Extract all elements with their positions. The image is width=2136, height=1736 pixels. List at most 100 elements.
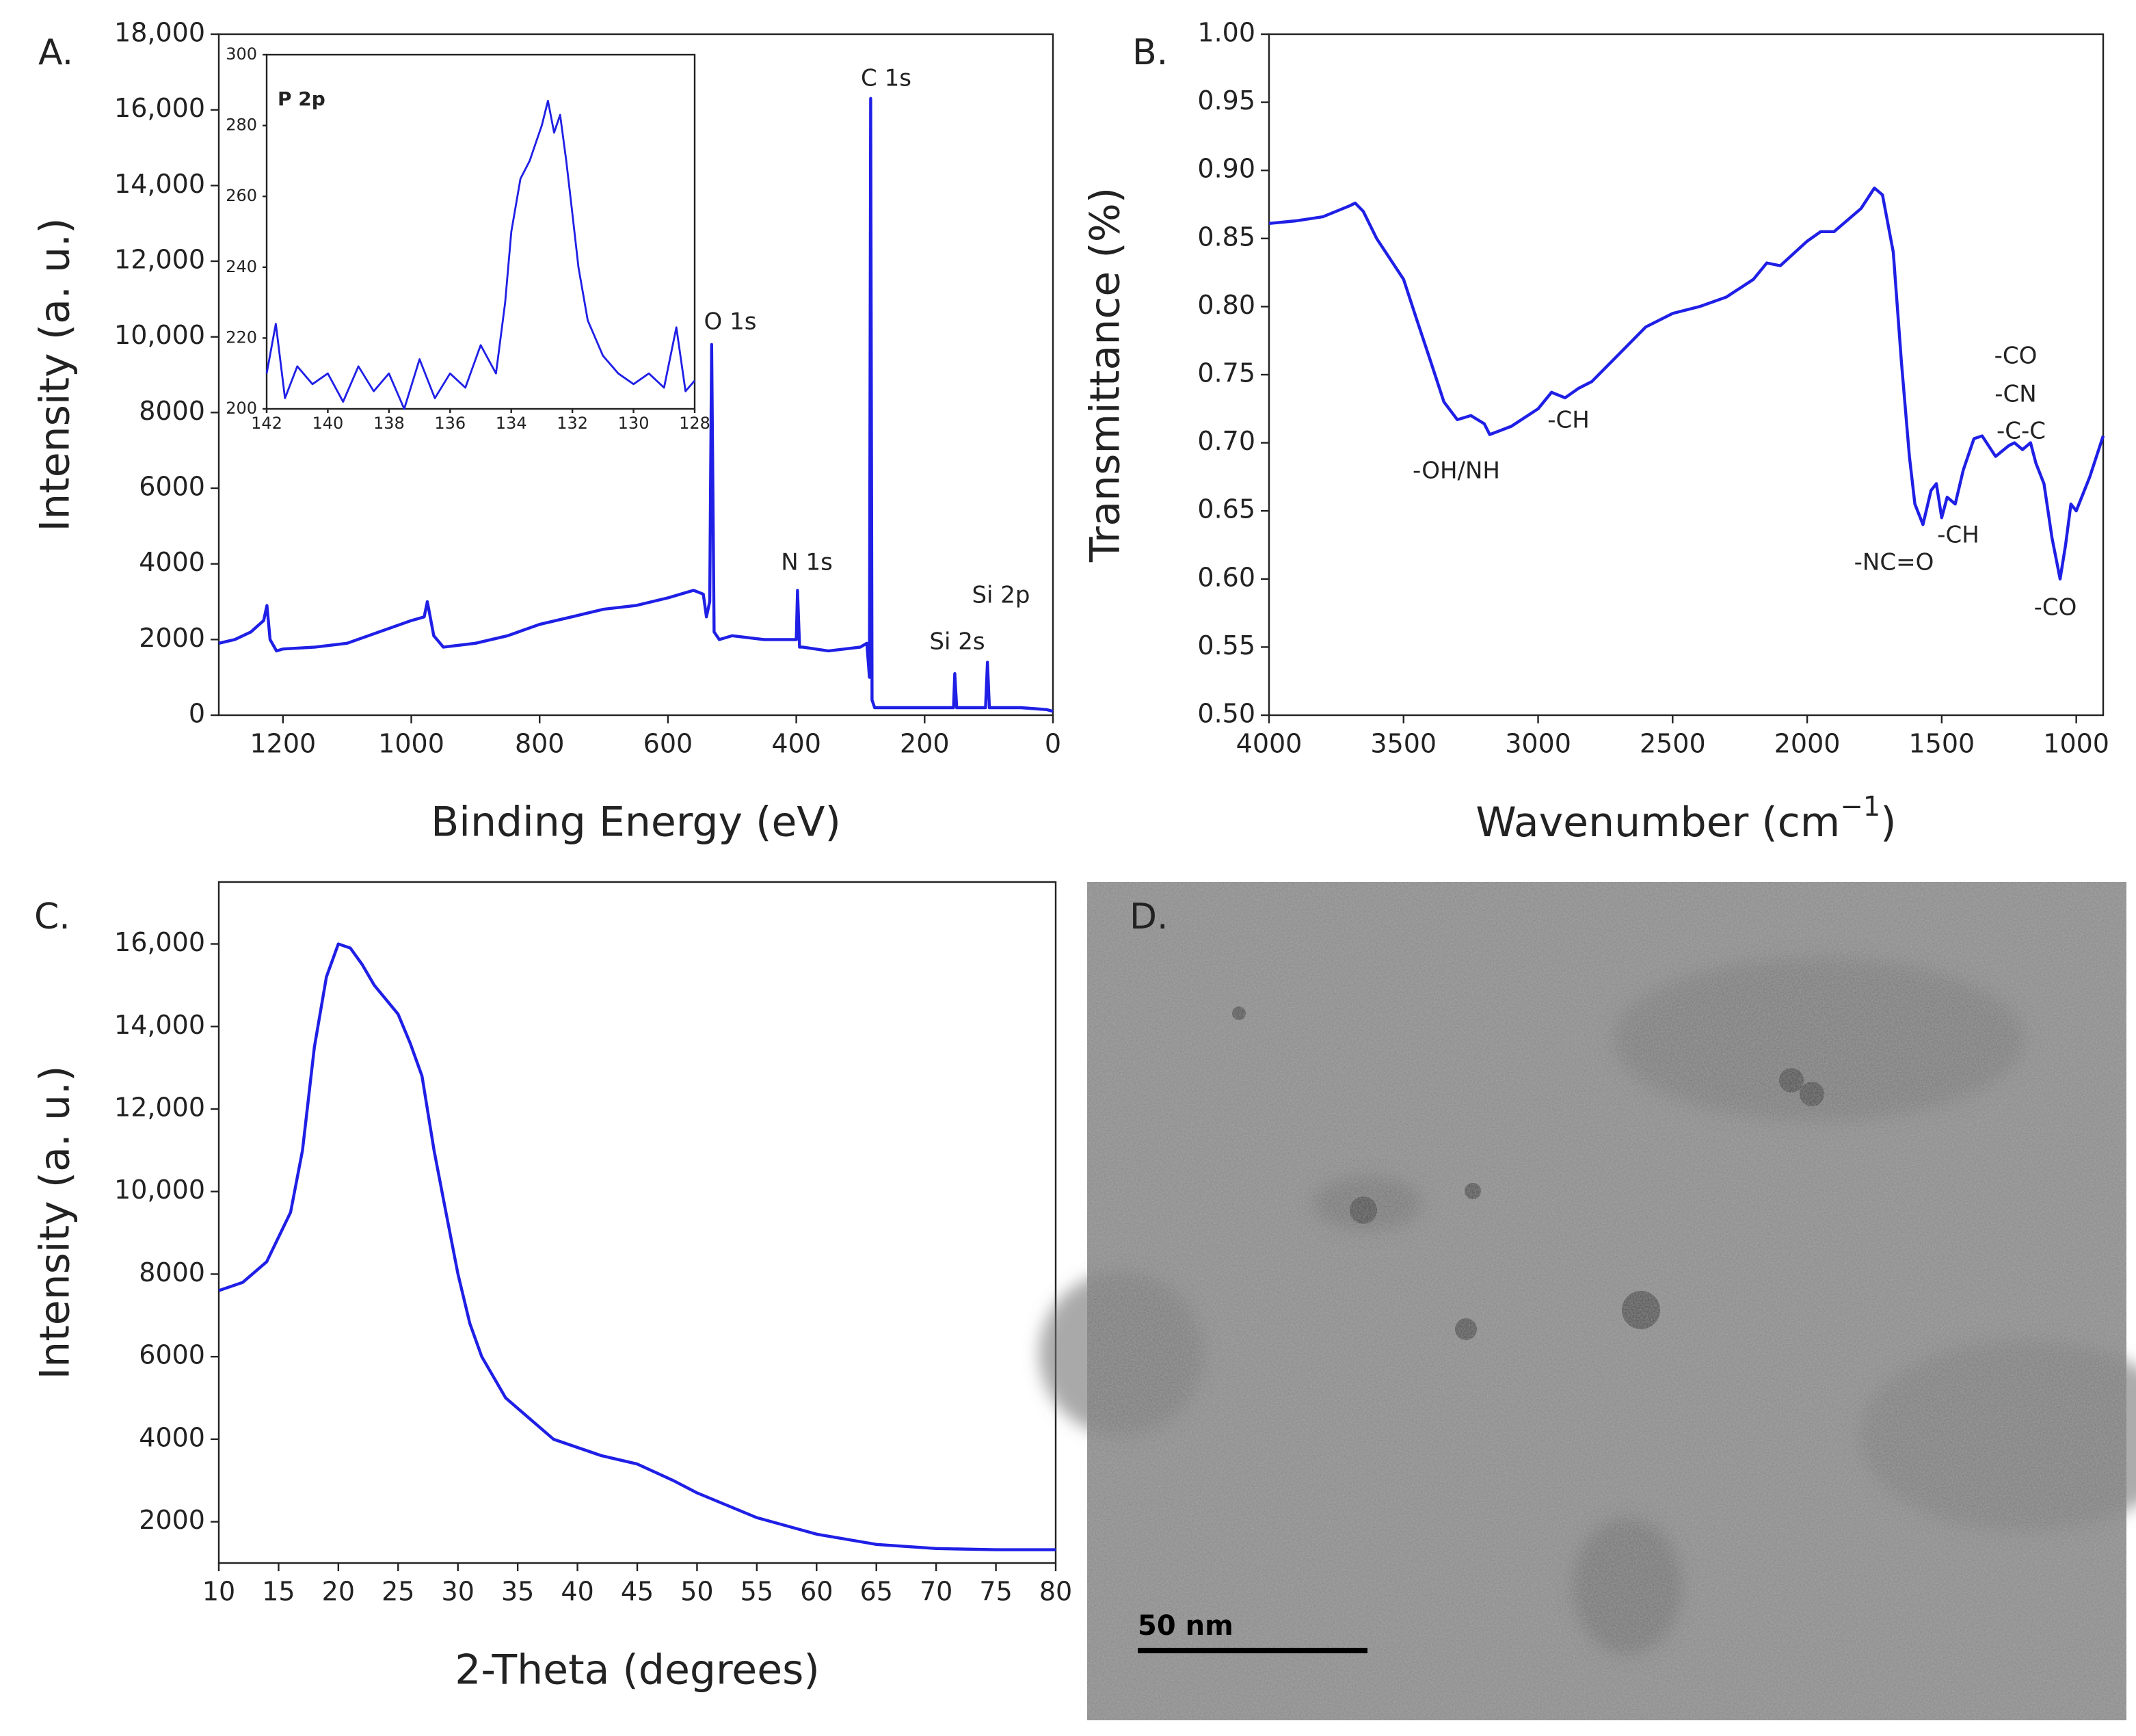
y-tick-label: 0.50 xyxy=(1197,699,1255,729)
x-tick-label: 15 xyxy=(262,1577,295,1607)
x-tick-label: 35 xyxy=(501,1577,534,1607)
y-tick-label: 6000 xyxy=(139,1340,205,1370)
y-tick-label: 8000 xyxy=(139,1257,205,1287)
y-tick-label: 10,000 xyxy=(114,320,205,350)
y-tick-label: 12,000 xyxy=(114,245,205,275)
y-tick-label: 2000 xyxy=(139,623,205,653)
inset-title: P 2p xyxy=(278,88,325,110)
y-tick-label: 18,000 xyxy=(114,18,205,48)
x-tick-label: 3500 xyxy=(1370,729,1437,759)
x-tick-label: 45 xyxy=(621,1577,654,1607)
x-tick-label: 142 xyxy=(251,414,282,433)
y-tick-label: 2000 xyxy=(139,1505,205,1535)
y-tick-label: 14,000 xyxy=(114,1010,205,1040)
y-tick-label: 12,000 xyxy=(114,1093,205,1123)
x-tick-label: 1500 xyxy=(1909,729,1975,759)
y-tick-label: 0.55 xyxy=(1197,630,1255,660)
x-tick-label: 70 xyxy=(920,1577,952,1607)
x-tick-label: 138 xyxy=(373,414,405,433)
x-tick-label: 20 xyxy=(322,1577,355,1607)
y-tick-label: 280 xyxy=(226,116,257,135)
x-tick-label: 40 xyxy=(561,1577,593,1607)
x-tick-label: 75 xyxy=(979,1577,1012,1607)
data-line xyxy=(265,100,696,410)
x-axis-label-sup: −1 xyxy=(1840,791,1880,823)
x-tick-label: 55 xyxy=(740,1577,773,1607)
y-tick-label: 0.95 xyxy=(1197,85,1255,116)
peak-annotation: -C-C xyxy=(1997,418,2046,445)
x-tick-label: 134 xyxy=(496,414,527,433)
x-axis-label-tail: ) xyxy=(1880,799,1896,846)
x-axis-label-text: Wavenumber (cm xyxy=(1476,799,1840,846)
x-tick-label: 1000 xyxy=(378,729,444,759)
x-tick-label: 25 xyxy=(382,1577,414,1607)
y-axis-label: Intensity (a. u.) xyxy=(31,1065,79,1379)
y-tick-label: 220 xyxy=(226,328,257,347)
y-tick-label: 6000 xyxy=(139,472,205,502)
data-line xyxy=(218,96,1054,713)
y-tick-label: 1.00 xyxy=(1197,18,1255,48)
y-tick-label: 0.90 xyxy=(1197,154,1255,184)
x-axis-label: Binding Energy (eV) xyxy=(431,799,841,846)
y-tick-label: 0.75 xyxy=(1197,358,1255,388)
plot-frame xyxy=(217,881,1057,1564)
y-tick-label: 16,000 xyxy=(114,93,205,123)
y-tick-label: 240 xyxy=(226,257,257,276)
data-line xyxy=(218,942,1056,1551)
peak-annotation: N 1s xyxy=(781,549,833,576)
panel-label: C. xyxy=(34,896,70,937)
y-tick-label: 0.60 xyxy=(1197,562,1255,592)
peak-annotation: -OH/NH xyxy=(1413,457,1500,485)
peak-annotation: -CN xyxy=(1994,381,2036,408)
panel-label: A. xyxy=(38,32,73,73)
y-tick-label: 8000 xyxy=(139,396,205,426)
x-tick-label: 1200 xyxy=(250,729,316,759)
peak-annotation: -CH xyxy=(1547,407,1590,434)
y-tick-label: 260 xyxy=(226,186,257,205)
y-tick-label: 0.80 xyxy=(1197,290,1255,320)
x-tick-label: 200 xyxy=(900,729,950,759)
y-tick-label: 14,000 xyxy=(114,169,205,199)
x-tick-label: 128 xyxy=(679,414,710,433)
panel-label: D. xyxy=(1130,896,1169,937)
y-tick-label: 0 xyxy=(189,699,205,729)
x-tick-label: 0 xyxy=(1045,729,1061,759)
y-tick-label: 200 xyxy=(226,399,257,418)
plot-frame xyxy=(1268,33,2105,717)
y-tick-label: 0.70 xyxy=(1197,426,1255,456)
y-tick-label: 16,000 xyxy=(114,927,205,957)
scale-bar-label: 50 nm xyxy=(1138,1610,1233,1642)
x-tick-label: 65 xyxy=(860,1577,893,1607)
x-tick-label: 130 xyxy=(618,414,650,433)
peak-annotation: -CO xyxy=(1994,343,2038,370)
x-axis-label: Wavenumber (cm−1) xyxy=(1476,791,1896,846)
tem-grain xyxy=(1087,882,2126,1720)
x-tick-label: 60 xyxy=(800,1577,833,1607)
x-tick-label: 600 xyxy=(643,729,693,759)
y-tick-label: 300 xyxy=(226,44,257,64)
y-tick-label: 0.65 xyxy=(1197,494,1255,524)
x-tick-label: 10 xyxy=(202,1577,235,1607)
x-tick-label: 140 xyxy=(312,414,344,433)
y-tick-label: 4000 xyxy=(139,1422,205,1452)
plot-frame xyxy=(265,53,696,410)
peak-annotation: C 1s xyxy=(861,65,911,92)
peak-annotation: O 1s xyxy=(704,308,757,336)
x-tick-label: 800 xyxy=(515,729,565,759)
peak-annotation: -CO xyxy=(2034,594,2077,622)
peak-annotation: Si 2s xyxy=(929,628,985,656)
peak-annotation: Si 2p xyxy=(972,582,1030,609)
y-axis-label: Intensity (a. u.) xyxy=(31,217,79,531)
y-tick-label: 0.85 xyxy=(1197,222,1255,252)
x-tick-label: 136 xyxy=(434,414,466,433)
x-tick-label: 3000 xyxy=(1505,729,1571,759)
peak-annotation: -NC=O xyxy=(1854,549,1934,576)
x-tick-label: 1000 xyxy=(2043,729,2109,759)
x-tick-label: 80 xyxy=(1039,1577,1072,1607)
x-tick-label: 400 xyxy=(771,729,821,759)
peak-annotation: -CH xyxy=(1937,522,1979,549)
y-tick-label: 4000 xyxy=(139,547,205,577)
data-line xyxy=(1268,186,2105,580)
